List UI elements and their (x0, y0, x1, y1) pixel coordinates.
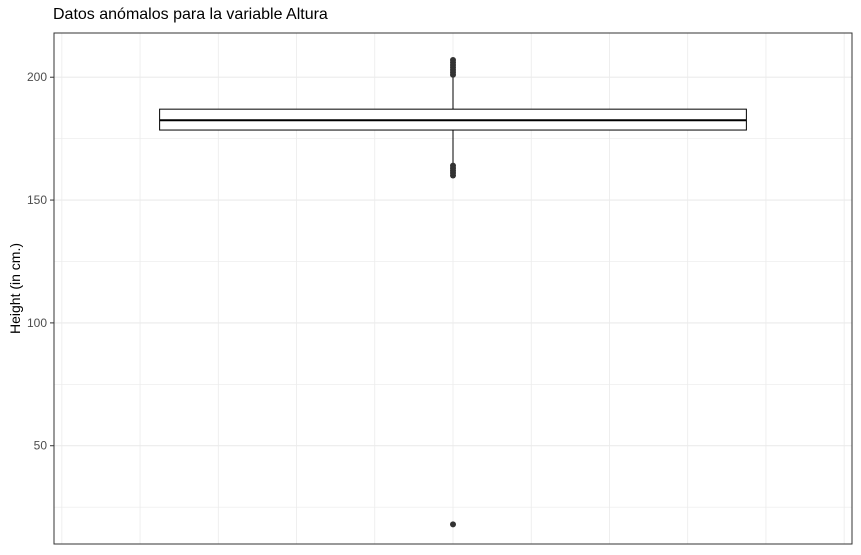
y-tick-label: 200 (27, 70, 47, 84)
y-tick-label: 50 (34, 439, 48, 453)
box-layer (159, 75, 747, 164)
panel-border (53, 32, 853, 545)
outlier-point (450, 162, 456, 169)
chart-title: Datos anómalos para la variable Altura (53, 6, 328, 23)
y-axis: 50 100 150 200 (27, 70, 54, 453)
y-axis-title: Height (in cm.) (7, 243, 23, 334)
y-tick-label: 150 (27, 193, 47, 207)
outlier-points (450, 57, 456, 528)
y-tick-label: 100 (27, 316, 47, 330)
outlier-point (450, 57, 456, 64)
outlier-point (450, 521, 456, 528)
